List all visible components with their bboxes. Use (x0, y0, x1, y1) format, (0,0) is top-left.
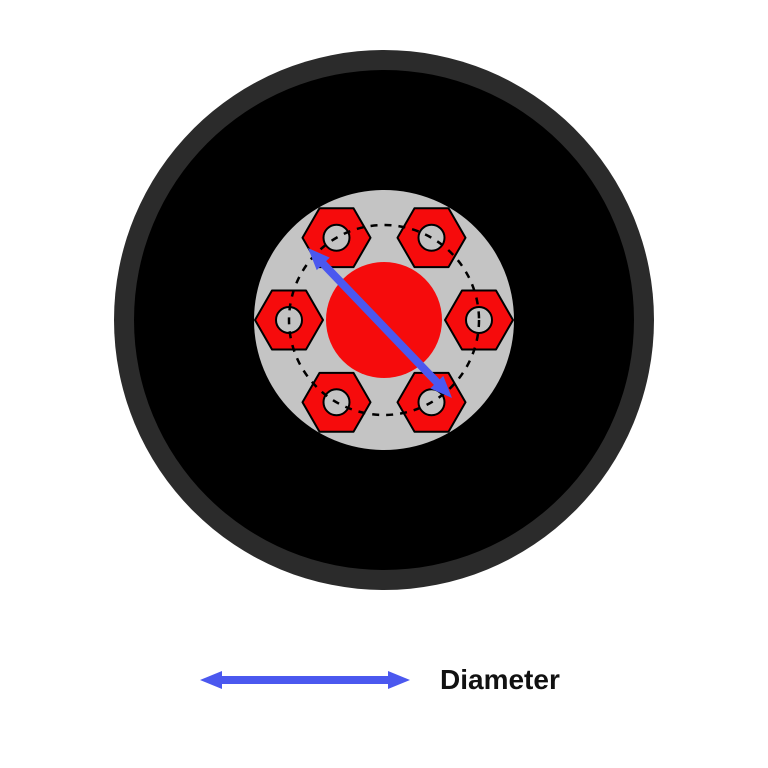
legend-diameter-label: Diameter (440, 664, 560, 696)
arrow-head-legend (388, 671, 410, 689)
diagram-canvas: Diameter (0, 0, 768, 768)
wheel-diagram-svg (0, 0, 768, 768)
arrow-head-legend (200, 671, 222, 689)
